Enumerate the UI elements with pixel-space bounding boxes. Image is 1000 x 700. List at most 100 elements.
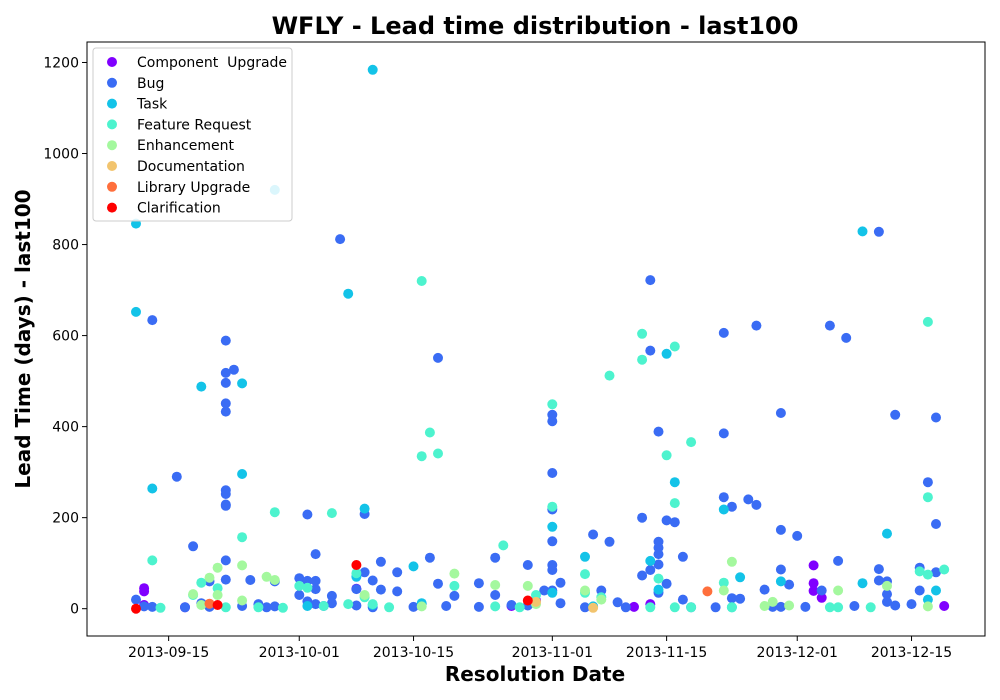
data-point [547, 536, 558, 547]
data-point [408, 601, 419, 612]
data-point [620, 602, 631, 613]
data-point [220, 398, 231, 409]
x-tick-label: 2013-11-01 [512, 645, 593, 661]
data-point [718, 577, 729, 588]
x-axis-label: Resolution Date [445, 662, 625, 686]
data-point [767, 596, 778, 607]
x-tick-label: 2013-10-01 [259, 645, 340, 661]
data-point [547, 468, 558, 478]
data-point [588, 602, 599, 613]
data-point [424, 552, 435, 563]
data-point [294, 580, 305, 591]
data-point [506, 600, 517, 610]
data-point [726, 602, 737, 613]
data-point [220, 574, 231, 585]
data-point [914, 566, 925, 577]
data-point [212, 562, 223, 573]
data-point [147, 483, 158, 494]
data-point [906, 599, 917, 610]
data-point [931, 519, 941, 529]
data-point [555, 598, 566, 609]
data-point [220, 602, 231, 613]
data-point [914, 585, 925, 596]
legend: Component Upgrade Bug Task Feature Request E… [92, 47, 293, 222]
data-point [188, 541, 199, 552]
data-point [547, 416, 558, 427]
legend-marker [107, 181, 117, 192]
data-point [237, 532, 248, 543]
data-point [522, 595, 533, 606]
data-point [775, 564, 786, 575]
data-point [335, 234, 346, 245]
data-point [931, 412, 941, 423]
data-point [710, 602, 721, 613]
data-point [669, 477, 680, 488]
data-point [629, 601, 639, 612]
data-point [302, 582, 313, 593]
data-point [580, 602, 590, 613]
data-point [204, 598, 215, 609]
data-point [473, 601, 484, 612]
data-point [718, 428, 729, 439]
data-point [873, 575, 884, 586]
data-point [890, 409, 901, 420]
data-point [147, 601, 158, 612]
chart-title: WFLY - Lead time distribution - last100 [272, 12, 799, 40]
data-point [808, 560, 819, 571]
data-point [318, 601, 329, 611]
data-point [833, 585, 844, 596]
data-point [596, 594, 607, 605]
data-point [669, 498, 680, 509]
legend-marker [107, 98, 117, 109]
y-tick-label: 200 [52, 511, 79, 527]
legend-label: Component Upgrade [137, 55, 287, 71]
data-point [686, 437, 697, 448]
data-point [865, 602, 876, 613]
data-point [269, 601, 280, 612]
legend-label: Feature Request [137, 117, 252, 133]
data-point [310, 599, 321, 610]
data-point [237, 378, 248, 389]
legend-marker [107, 77, 117, 88]
data-point [661, 450, 672, 461]
data-point [751, 320, 762, 331]
data-point [882, 580, 892, 591]
data-point [922, 316, 933, 327]
data-point [326, 590, 337, 601]
data-point [351, 600, 362, 611]
data-point [677, 594, 688, 605]
data-point [547, 399, 558, 410]
data-point [882, 589, 892, 600]
data-point [220, 377, 231, 388]
data-point [931, 567, 941, 578]
legend-marker [107, 140, 117, 151]
legend-label: Library Upgrade [137, 180, 250, 196]
data-point [775, 524, 786, 535]
x-axis: 2013-09-15 2013-10-01 2013-10-15 2013-11-01… [128, 636, 952, 661]
data-point [139, 601, 150, 612]
data-point [726, 593, 737, 604]
data-point [531, 590, 541, 600]
data-point [228, 364, 239, 375]
y-axis-label: Lead Time (days) - last100 [11, 189, 35, 488]
data-point [343, 288, 354, 299]
data-point [547, 587, 558, 598]
y-tick-label: 800 [52, 238, 79, 254]
data-point [784, 600, 795, 611]
data-point [645, 555, 656, 566]
data-point [245, 575, 256, 585]
data-point [449, 568, 460, 579]
data-point [661, 578, 672, 589]
data-point [490, 590, 501, 600]
data-point [743, 494, 754, 505]
data-point [375, 556, 386, 567]
data-point [147, 315, 158, 326]
data-point [580, 585, 590, 596]
x-tick-label: 2013-09-15 [128, 645, 209, 661]
data-point [588, 529, 599, 540]
data-point [343, 599, 354, 610]
data-points [131, 64, 950, 614]
data-point [449, 580, 460, 591]
data-point [253, 602, 264, 613]
